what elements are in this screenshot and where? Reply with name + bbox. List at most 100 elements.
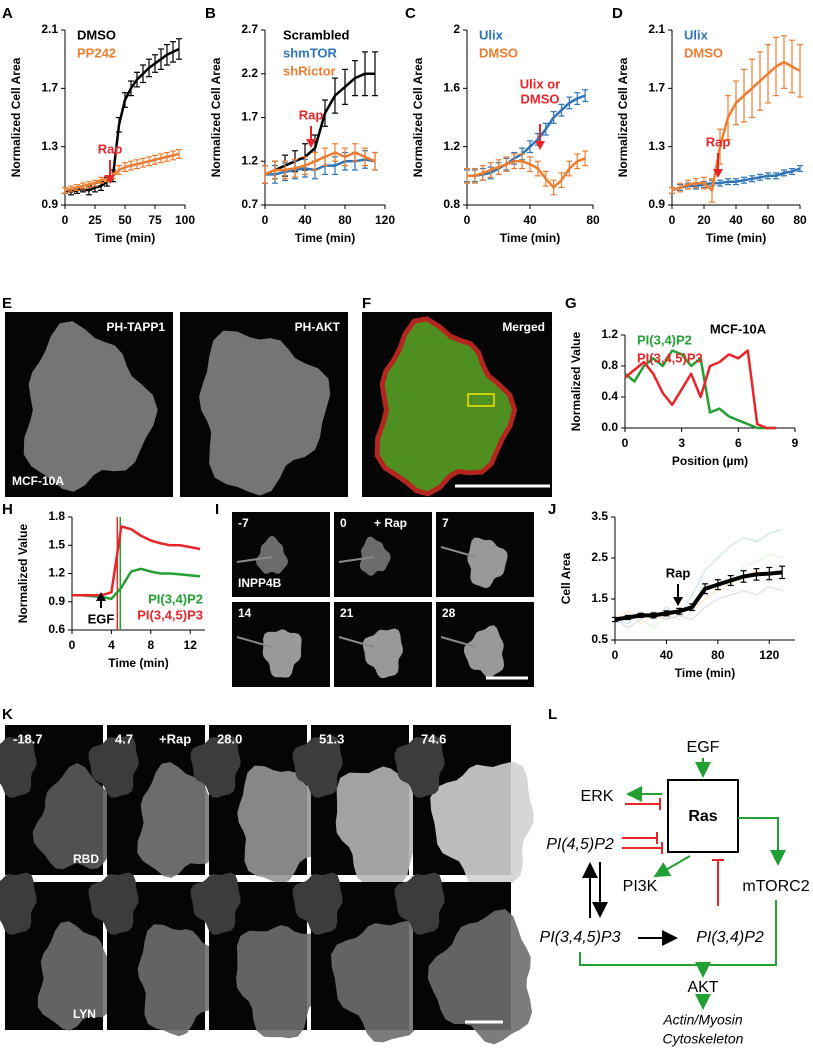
chart: A 0.9 1.3 1.7 2.1 0 25 50 75 100 Time (min) Normali… <box>2 5 195 245</box>
x-axis-label: Time (min) <box>500 231 560 245</box>
image-label: 21 <box>340 606 354 620</box>
x-tick-label: 120 <box>759 648 779 662</box>
y-tick-label: 2.1 <box>648 22 665 36</box>
node: Cytoskeleton <box>663 1031 744 1047</box>
node: ERK <box>581 788 614 805</box>
cell <box>23 321 158 492</box>
cell <box>335 766 431 886</box>
cell <box>88 872 139 935</box>
data-line <box>64 47 180 194</box>
x-axis-label: Time (min) <box>706 231 766 245</box>
image-label: MCF-10A <box>12 474 64 488</box>
x-tick-label: 4 <box>108 638 115 652</box>
y-tick-label: 1.3 <box>648 139 665 153</box>
cell <box>199 330 331 496</box>
x-axis-label: Time (min) <box>675 666 735 680</box>
panel-letter: H <box>2 501 13 518</box>
data-line <box>614 565 783 625</box>
y-axis-label: Cell Area <box>559 552 573 604</box>
x-axis-label: Position (µm) <box>672 454 748 468</box>
panel-f: F Merged <box>362 295 552 497</box>
cell <box>362 628 403 679</box>
y-tick-label: 0.0 <box>601 420 618 434</box>
legend-entry: PI(3,4)P2 <box>148 591 203 606</box>
cell <box>374 316 518 497</box>
x-tick-label: 80 <box>338 213 352 227</box>
cell-process <box>338 556 375 563</box>
x-tick-label: 0 <box>62 213 69 227</box>
x-tick-label: 50 <box>118 213 132 227</box>
y-tick-label: 1.5 <box>48 537 65 551</box>
x-tick-label: 6 <box>735 436 742 450</box>
image-label: PH-AKT <box>295 320 341 334</box>
data-line <box>467 157 586 189</box>
cell <box>262 629 302 678</box>
y-tick-label: 2.7 <box>241 22 258 36</box>
image-label: PH-TAPP1 <box>107 320 166 334</box>
panel-letter: K <box>2 706 13 723</box>
panel-i: I -7 INPP4B 0 + Rap 7 14 21 28 <box>215 501 534 687</box>
y-tick-label: 2.5 <box>591 550 608 564</box>
image-label: Merged <box>502 320 545 334</box>
y-axis-label: Normalized Cell Area <box>411 57 425 177</box>
cell-process <box>338 636 375 648</box>
image-label: + Rap <box>374 516 407 530</box>
image-label: RBD <box>73 852 99 866</box>
cell <box>467 537 508 589</box>
data-line <box>624 349 777 430</box>
image-label: -18.7 <box>13 731 43 746</box>
x-tick-label: 0 <box>669 213 676 227</box>
annotation: Rap <box>299 107 324 122</box>
data-line <box>614 586 783 629</box>
panel-letter: E <box>2 295 12 312</box>
cell-process <box>236 556 273 563</box>
panel-k: K-18.7 4.7 +Rap 28.0 51.3 74.6 RBD LYN <box>0 706 534 1045</box>
data-line <box>467 94 586 178</box>
y-tick-label: 1.6 <box>443 81 460 95</box>
y-tick-label: 0.7 <box>241 197 258 211</box>
x-tick-label: 0 <box>464 213 471 227</box>
image-label: 28.0 <box>217 731 242 746</box>
panel-letter: B <box>205 5 216 22</box>
y-axis-label: Normalized Value <box>16 523 30 623</box>
cell <box>359 536 391 576</box>
annotation-arrowhead <box>673 597 683 606</box>
y-axis-label: Normalized Cell Area <box>209 57 223 177</box>
legend-entry: Ulix <box>479 27 504 42</box>
data-line <box>264 151 376 176</box>
image-label: 14 <box>238 606 252 620</box>
panel-letter: J <box>548 501 556 518</box>
x-tick-label: 0 <box>612 648 619 662</box>
legend-entry: PP242 <box>77 45 116 60</box>
chart: C 0.8 1.2 1.6 2 0 40 80 Time (min) Normalized Cel… <box>405 5 600 245</box>
annotation-arrowhead <box>105 175 115 184</box>
data-line <box>264 72 375 176</box>
x-tick-label: 40 <box>729 213 743 227</box>
chart: D 0.9 1.3 1.7 2.1 0 20 40 60 80 Time (min) Normaliz… <box>612 5 807 245</box>
image-label: 4.7 <box>115 731 133 746</box>
data-line <box>671 167 801 192</box>
y-tick-label: 1.2 <box>443 139 460 153</box>
x-tick-label: 80 <box>793 213 807 227</box>
cell <box>32 763 122 870</box>
annotation-arrowhead <box>96 592 106 601</box>
y-tick-label: 1.3 <box>41 139 58 153</box>
x-tick-label: 0 <box>622 436 629 450</box>
cell <box>236 925 327 1039</box>
panel-letter: F <box>362 295 371 312</box>
cell <box>137 924 227 1037</box>
cell <box>256 535 288 574</box>
x-tick-label: 25 <box>88 213 102 227</box>
x-tick-label: 60 <box>761 213 775 227</box>
x-tick-label: 100 <box>175 213 195 227</box>
ras-box <box>667 779 739 853</box>
y-tick-label: 1.5 <box>591 591 608 605</box>
y-tick-label: 1.7 <box>241 110 258 124</box>
cell <box>190 735 241 798</box>
panel-e: E PH-TAPP1 PH-AKT MCF-10A <box>2 295 348 497</box>
annotation-arrowhead <box>535 141 545 150</box>
y-tick-label: 1.7 <box>41 81 58 95</box>
x-tick-label: 120 <box>375 213 395 227</box>
node: mTORC2 <box>742 878 809 895</box>
x-tick-label: 3 <box>678 436 685 450</box>
